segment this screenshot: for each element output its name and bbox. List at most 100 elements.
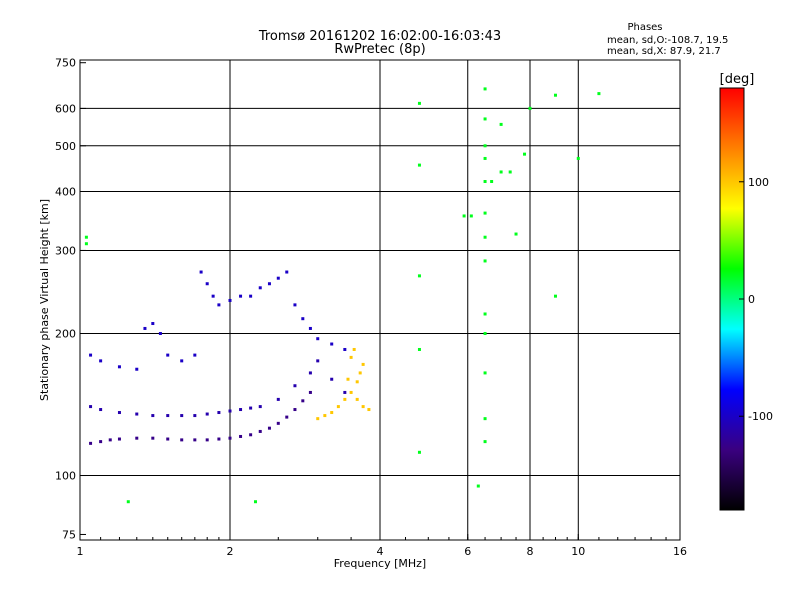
- y-axis-label: Stationary phase Virtual Height [km]: [38, 199, 51, 401]
- echo-point: [135, 367, 139, 371]
- echo-point: [361, 362, 365, 366]
- echo-point: [301, 317, 305, 321]
- echo-point: [417, 274, 421, 278]
- echo-point: [285, 270, 289, 274]
- echo-point: [117, 411, 121, 415]
- colorbar-ticks: 100 0 -100: [739, 176, 773, 423]
- y-tick-label: 200: [55, 328, 76, 341]
- echo-point: [469, 214, 473, 218]
- echo-point: [346, 377, 350, 381]
- echo-point: [89, 353, 93, 357]
- echo-point: [239, 408, 243, 412]
- echo-point: [483, 235, 487, 239]
- echo-point: [258, 429, 262, 433]
- echo-point: [483, 156, 487, 160]
- y-tick-label: 400: [55, 186, 76, 199]
- echo-point: [99, 359, 103, 363]
- colorbar-tick-label: 0: [748, 293, 755, 306]
- echo-point: [355, 397, 359, 401]
- echo-point: [267, 282, 271, 286]
- x-axis-ticks: 1 2 4 6 8 10 16: [77, 534, 687, 558]
- echo-point: [228, 409, 232, 413]
- echo-point: [330, 411, 334, 415]
- echo-point: [267, 426, 271, 430]
- echo-point: [462, 214, 466, 218]
- echo-point: [361, 405, 365, 409]
- phases-line-o: mean, sd,O:-108.7, 19.5: [607, 35, 728, 46]
- echo-point: [508, 170, 512, 174]
- echo-point: [117, 365, 121, 369]
- echo-point: [343, 397, 347, 401]
- echo-point: [499, 122, 503, 126]
- echo-point: [293, 384, 297, 388]
- echo-point: [193, 414, 197, 418]
- x-tick-label: 1: [77, 545, 84, 558]
- echo-point: [499, 170, 503, 174]
- echo-point: [553, 294, 557, 298]
- plot-area: 1 2 4 6 8 10 16 75 100 200 300 400 500 600 750: [55, 57, 687, 558]
- echo-point: [476, 484, 480, 488]
- echo-point: [483, 332, 487, 336]
- echo-point: [84, 242, 88, 246]
- echo-point: [89, 405, 93, 409]
- x-axis-label: Frequency [MHz]: [334, 557, 426, 570]
- echo-point: [417, 347, 421, 351]
- y-tick-label: 500: [55, 140, 76, 153]
- echo-point: [553, 93, 557, 97]
- echo-point: [323, 414, 327, 418]
- echo-point: [483, 87, 487, 91]
- echo-point: [316, 417, 320, 421]
- echo-point: [285, 415, 289, 419]
- echo-point: [249, 406, 253, 410]
- echo-point: [483, 312, 487, 316]
- echo-point: [490, 180, 494, 184]
- echo-point: [316, 359, 320, 363]
- echo-point: [576, 156, 580, 160]
- echo-point: [308, 390, 312, 394]
- echo-point: [205, 438, 209, 442]
- echo-point: [483, 211, 487, 215]
- echo-point: [217, 437, 221, 441]
- echo-point: [258, 405, 262, 409]
- echo-point: [166, 414, 170, 418]
- echo-point: [301, 399, 305, 403]
- echo-point: [239, 294, 243, 298]
- echo-point: [217, 303, 221, 307]
- echo-point: [330, 377, 334, 381]
- chart-title: Tromsø 20161202 16:02:00-16:03:43: [258, 29, 501, 44]
- echo-point: [483, 417, 487, 421]
- y-axis-ticks: 75 100 200 300 400 500 600 750: [55, 57, 86, 541]
- echo-point: [355, 380, 359, 384]
- echo-point: [180, 359, 184, 363]
- echo-point: [89, 441, 93, 445]
- echo-point: [99, 408, 103, 412]
- echo-point: [217, 411, 221, 415]
- echo-point: [308, 371, 312, 375]
- echo-point: [343, 347, 347, 351]
- echo-point: [367, 408, 371, 412]
- echo-point: [349, 355, 353, 359]
- data-points: [84, 87, 601, 504]
- echo-point: [126, 500, 130, 504]
- echo-point: [135, 436, 139, 440]
- grid-lines: [80, 60, 680, 540]
- echo-point: [253, 500, 257, 504]
- echo-point: [228, 298, 232, 302]
- x-tick-label: 6: [464, 545, 471, 558]
- echo-point: [276, 421, 280, 425]
- echo-point: [158, 332, 162, 336]
- echo-point: [151, 414, 155, 418]
- echo-point: [276, 397, 280, 401]
- phases-title: Phases: [627, 22, 662, 33]
- echo-point: [352, 347, 356, 351]
- x-tick-label: 4: [377, 545, 384, 558]
- echo-point: [483, 371, 487, 375]
- echo-point: [417, 450, 421, 454]
- y-tick-label: 600: [55, 102, 76, 115]
- echo-point: [597, 92, 601, 96]
- echo-point: [523, 152, 527, 156]
- echo-point: [343, 390, 347, 394]
- x-tick-label: 16: [673, 545, 687, 558]
- echo-point: [483, 440, 487, 444]
- echo-point: [211, 294, 215, 298]
